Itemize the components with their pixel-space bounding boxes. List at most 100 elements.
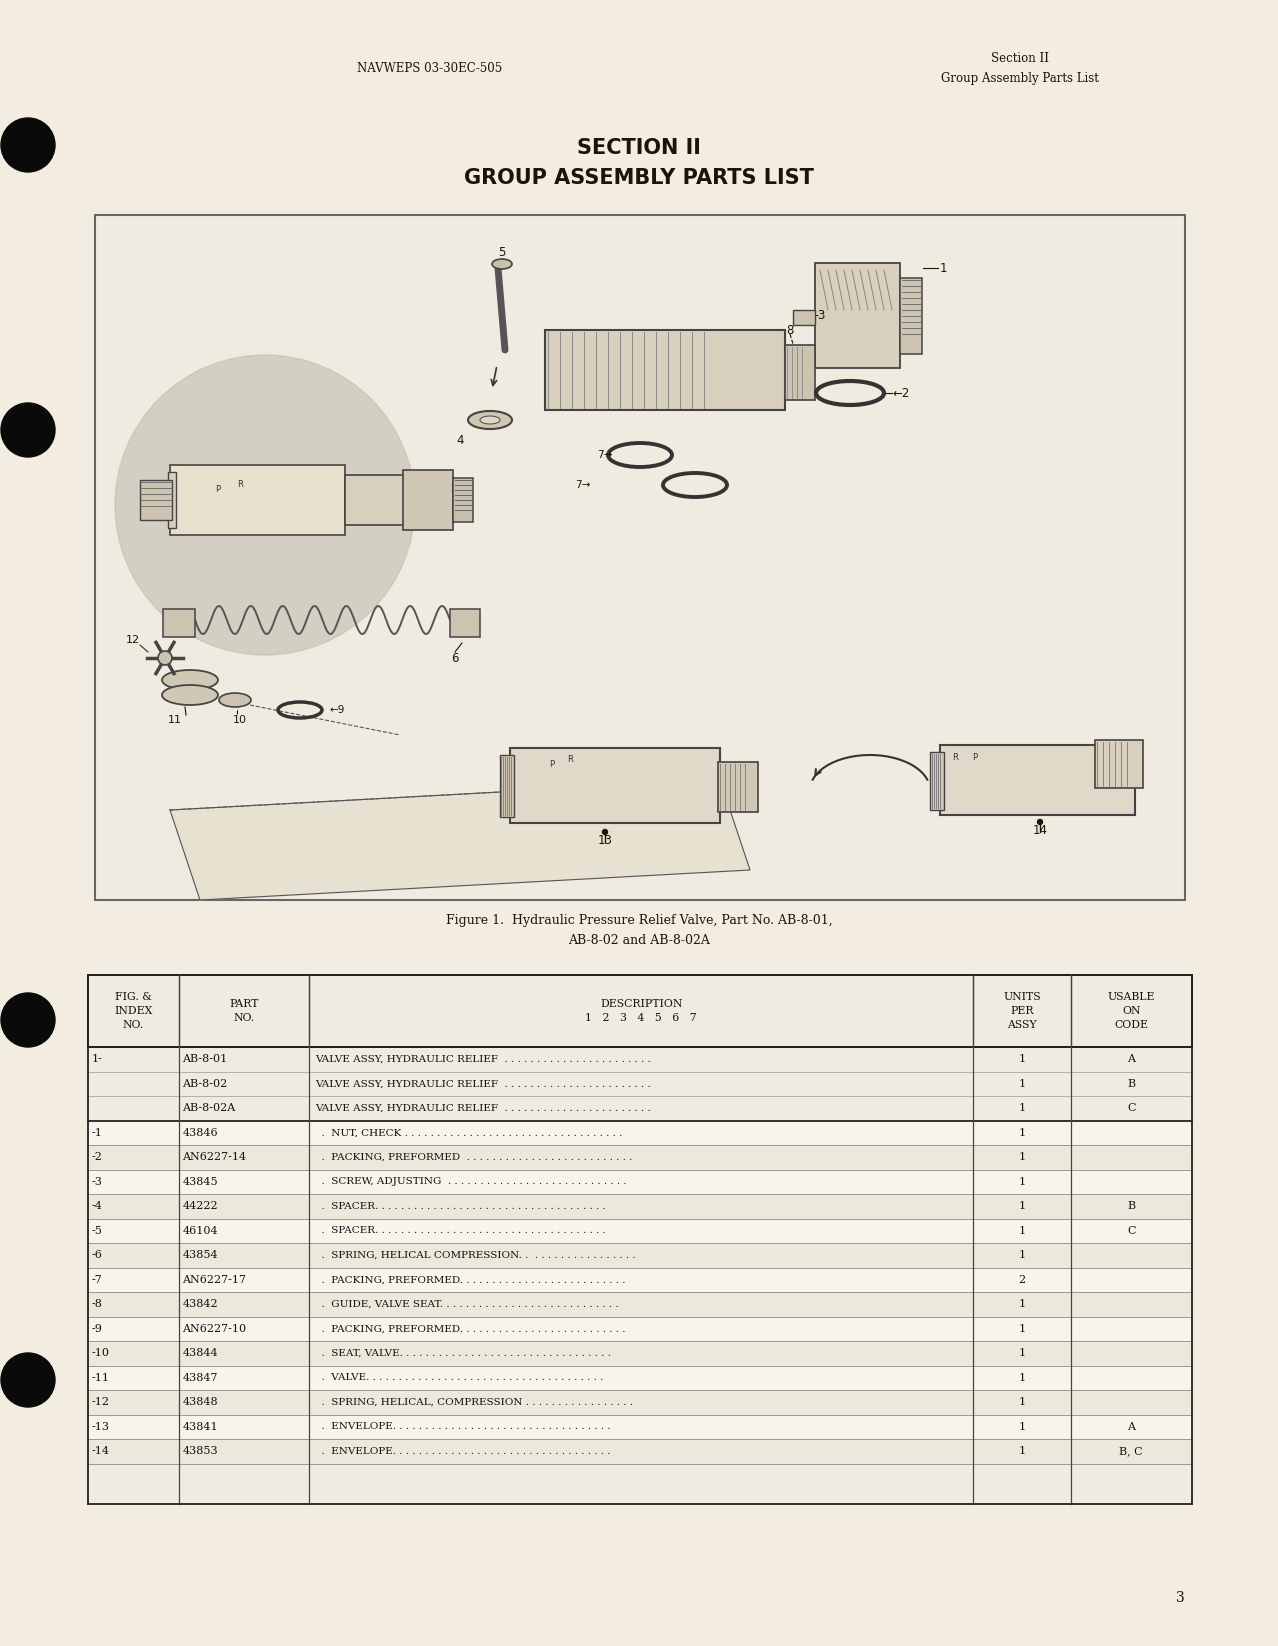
Text: -1: -1	[92, 1128, 102, 1137]
Text: VALVE ASSY, HYDRAULIC RELIEF  . . . . . . . . . . . . . . . . . . . . . . .: VALVE ASSY, HYDRAULIC RELIEF . . . . . .…	[314, 1055, 651, 1063]
Ellipse shape	[468, 412, 512, 430]
Text: -12: -12	[92, 1397, 110, 1407]
Text: 43854: 43854	[183, 1251, 219, 1261]
Text: -5: -5	[92, 1226, 102, 1236]
Text: 1: 1	[1019, 1251, 1025, 1261]
Text: 8: 8	[786, 324, 794, 336]
Bar	[170, 466, 345, 535]
Text: .  ENVELOPE. . . . . . . . . . . . . . . . . . . . . . . . . . . . . . . . . .: . ENVELOPE. . . . . . . . . . . . . . . …	[314, 1422, 611, 1432]
Text: 13: 13	[598, 833, 612, 846]
Text: ←2: ←2	[892, 387, 910, 400]
Text: AB-8-02 and AB-8-02A: AB-8-02 and AB-8-02A	[567, 933, 711, 946]
Text: P: P	[973, 752, 978, 762]
Bar	[88, 1121, 1192, 1146]
Bar	[88, 1146, 1192, 1170]
Bar	[88, 974, 1192, 1047]
Text: .  NUT, CHECK . . . . . . . . . . . . . . . . . . . . . . . . . . . . . . . . . : . NUT, CHECK . . . . . . . . . . . . . .…	[314, 1128, 622, 1137]
Text: 1: 1	[1019, 1177, 1025, 1187]
Text: 7→: 7→	[597, 449, 612, 459]
Text: P: P	[550, 760, 555, 769]
Bar	[88, 1389, 1192, 1414]
Text: FIG. &
INDEX
NO.: FIG. & INDEX NO.	[114, 993, 152, 1030]
Text: 1-: 1-	[92, 1053, 102, 1065]
Text: .  PACKING, PREFORMED  . . . . . . . . . . . . . . . . . . . . . . . . . .: . PACKING, PREFORMED . . . . . . . . . .…	[314, 1152, 633, 1162]
Bar	[941, 746, 1135, 815]
Text: 6: 6	[451, 652, 459, 665]
Bar	[88, 1317, 1192, 1341]
Text: .  VALVE. . . . . . . . . . . . . . . . . . . . . . . . . . . . . . . . . . . . : . VALVE. . . . . . . . . . . . . . . . .…	[314, 1373, 603, 1383]
Text: .  SPACER. . . . . . . . . . . . . . . . . . . . . . . . . . . . . . . . . . . .: . SPACER. . . . . . . . . . . . . . . . …	[314, 1226, 606, 1234]
Text: 1: 1	[1019, 1053, 1025, 1065]
Text: 14: 14	[1033, 823, 1048, 836]
Bar	[1095, 741, 1143, 788]
Text: 43844: 43844	[183, 1348, 219, 1358]
Bar	[141, 481, 173, 520]
Text: -13: -13	[92, 1422, 110, 1432]
Text: 3: 3	[817, 308, 824, 321]
Text: .  SCREW, ADJUSTING  . . . . . . . . . . . . . . . . . . . . . . . . . . . .: . SCREW, ADJUSTING . . . . . . . . . . .…	[314, 1177, 626, 1187]
Text: AB-8-02A: AB-8-02A	[183, 1103, 235, 1113]
Text: 3: 3	[1176, 1592, 1185, 1605]
Text: -9: -9	[92, 1323, 102, 1333]
Text: 4: 4	[456, 433, 464, 446]
Text: 44222: 44222	[183, 1202, 219, 1211]
Text: -6: -6	[92, 1251, 102, 1261]
Circle shape	[1, 1353, 55, 1407]
Bar	[88, 1047, 1192, 1121]
Text: 1: 1	[1019, 1128, 1025, 1137]
Text: 1: 1	[1019, 1299, 1025, 1309]
Text: B: B	[1127, 1202, 1135, 1211]
Text: A: A	[1127, 1422, 1135, 1432]
Polygon shape	[170, 780, 750, 900]
Text: .  GUIDE, VALVE SEAT. . . . . . . . . . . . . . . . . . . . . . . . . . . .: . GUIDE, VALVE SEAT. . . . . . . . . . .…	[314, 1300, 619, 1309]
Bar	[500, 756, 514, 816]
Text: UNITS
PER
ASSY: UNITS PER ASSY	[1003, 993, 1040, 1030]
Text: R: R	[236, 481, 243, 489]
Text: -4: -4	[92, 1202, 102, 1211]
Text: 11: 11	[167, 714, 181, 724]
Bar	[452, 477, 473, 522]
Text: AN6227-17: AN6227-17	[183, 1274, 247, 1286]
Text: P: P	[216, 486, 221, 494]
Text: 5: 5	[498, 245, 506, 258]
Text: -3: -3	[92, 1177, 102, 1187]
Text: 10: 10	[233, 714, 247, 724]
Text: 1: 1	[1019, 1422, 1025, 1432]
Text: 43846: 43846	[183, 1128, 219, 1137]
Text: USABLE
ON
CODE: USABLE ON CODE	[1108, 993, 1155, 1030]
Ellipse shape	[219, 693, 250, 708]
Bar	[785, 346, 815, 400]
Bar	[403, 471, 452, 530]
Bar	[95, 216, 1185, 900]
Bar	[450, 609, 481, 637]
Text: 1: 1	[1019, 1152, 1025, 1162]
Text: 1: 1	[1019, 1447, 1025, 1457]
Text: 1: 1	[1019, 1323, 1025, 1333]
Bar	[930, 752, 944, 810]
Text: .  SEAT, VALVE. . . . . . . . . . . . . . . . . . . . . . . . . . . . . . . . .: . SEAT, VALVE. . . . . . . . . . . . . .…	[314, 1348, 611, 1358]
Text: 43848: 43848	[183, 1397, 219, 1407]
Text: PART
NO.: PART NO.	[229, 999, 258, 1024]
Text: 43847: 43847	[183, 1373, 219, 1383]
Text: 46104: 46104	[183, 1226, 219, 1236]
Bar	[88, 1292, 1192, 1317]
Bar	[164, 609, 196, 637]
Circle shape	[602, 830, 607, 835]
Circle shape	[158, 652, 173, 665]
Bar	[345, 476, 405, 525]
Text: AN6227-14: AN6227-14	[183, 1152, 247, 1162]
Text: -11: -11	[92, 1373, 110, 1383]
Ellipse shape	[481, 416, 500, 425]
Text: VALVE ASSY, HYDRAULIC RELIEF  . . . . . . . . . . . . . . . . . . . . . . .: VALVE ASSY, HYDRAULIC RELIEF . . . . . .…	[314, 1104, 651, 1113]
Text: C: C	[1127, 1226, 1136, 1236]
Text: C: C	[1127, 1103, 1136, 1113]
Circle shape	[115, 356, 415, 655]
Text: AB-8-01: AB-8-01	[183, 1053, 227, 1065]
Text: SECTION II: SECTION II	[578, 138, 700, 158]
Text: 1: 1	[1019, 1373, 1025, 1383]
Bar	[900, 278, 921, 354]
Bar	[544, 329, 785, 410]
Text: -14: -14	[92, 1447, 110, 1457]
Bar	[510, 747, 720, 823]
Text: DESCRIPTION
1   2   3   4   5   6   7: DESCRIPTION 1 2 3 4 5 6 7	[585, 999, 697, 1024]
